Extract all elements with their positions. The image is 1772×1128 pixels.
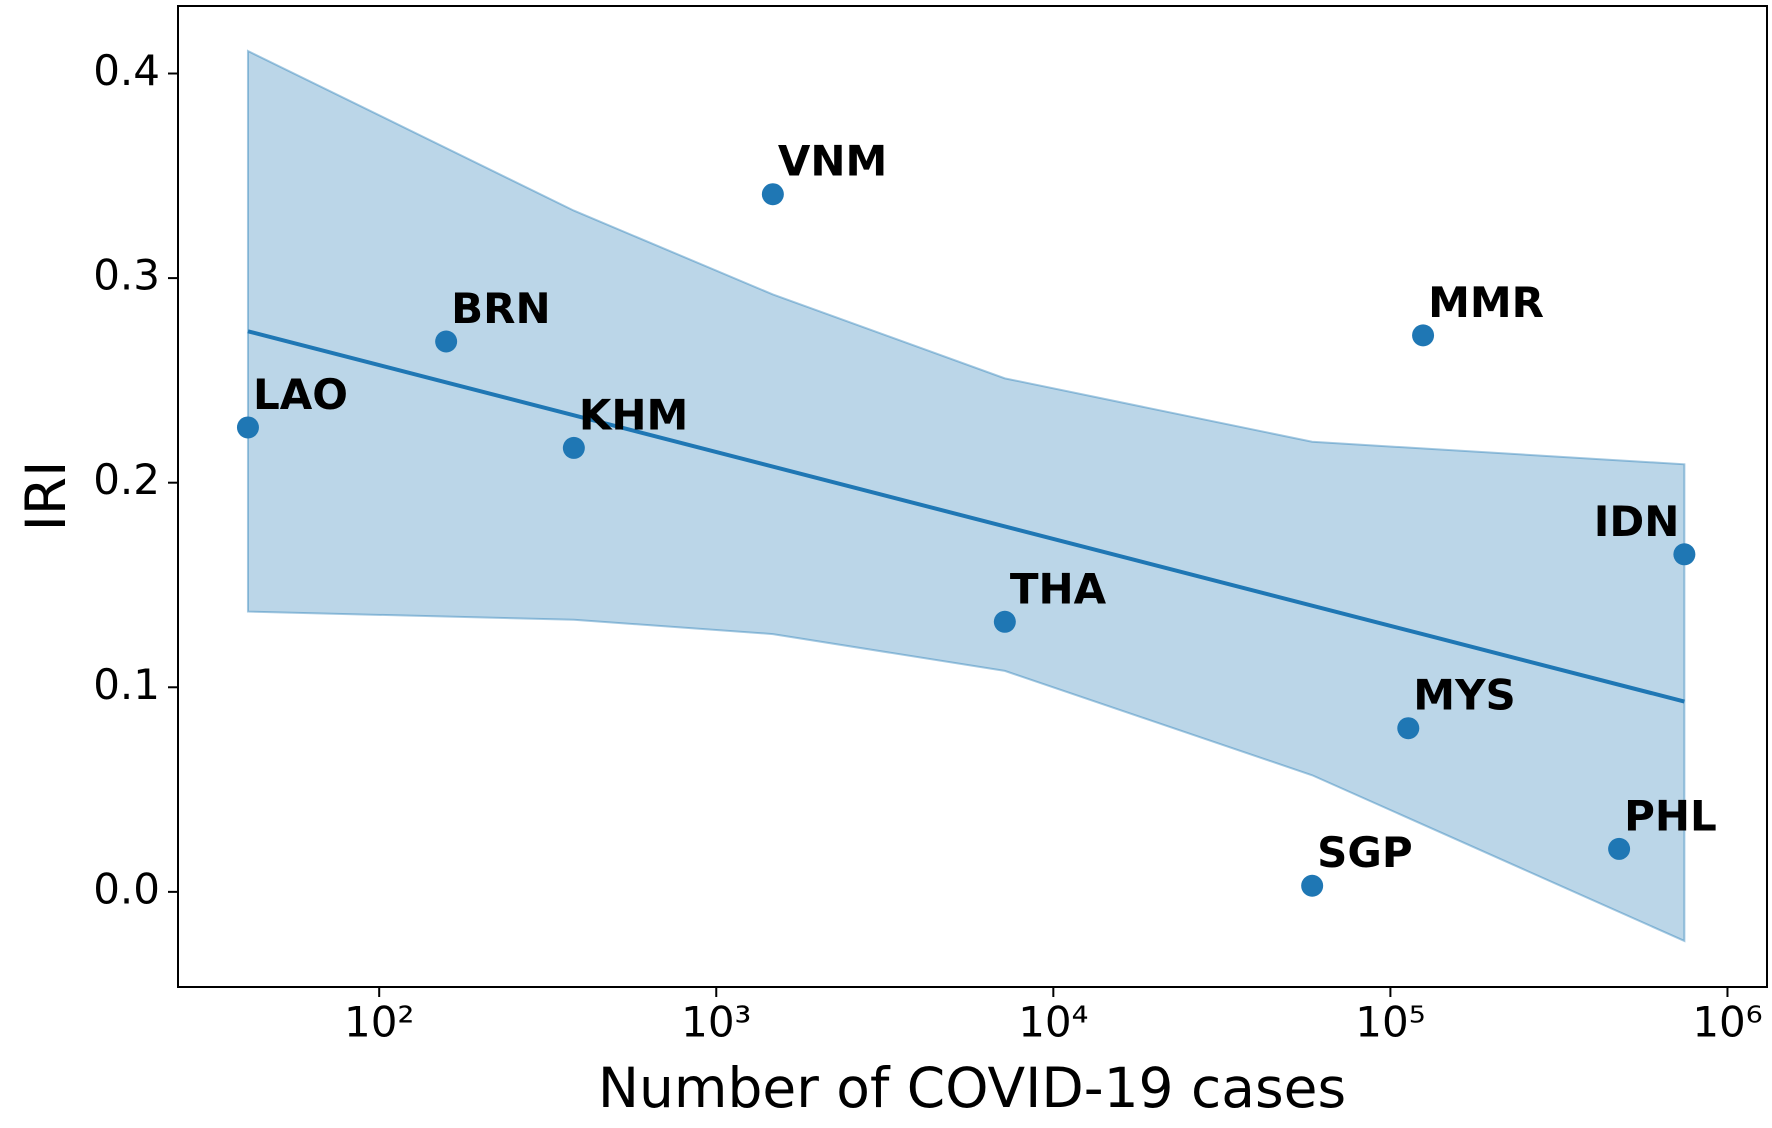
y-tick-label: 0.3: [93, 251, 160, 300]
point: [1412, 324, 1435, 347]
y-axis-label: IRI: [14, 461, 78, 532]
point-label: SGP: [1317, 828, 1413, 877]
point: [1608, 837, 1631, 860]
point: [435, 330, 458, 353]
point: [1397, 717, 1420, 740]
point: [562, 436, 585, 459]
y-tick-label: 0.4: [93, 46, 160, 95]
point-label: MMR: [1428, 278, 1544, 327]
point-label: KHM: [579, 390, 689, 439]
point: [993, 610, 1016, 633]
x-axis-label: Number of COVID-19 cases: [598, 1056, 1346, 1120]
point-label: PHL: [1624, 791, 1717, 840]
point-label: IDN: [1594, 497, 1680, 546]
x-tick-label: 10⁴: [1018, 998, 1088, 1047]
plot-frame: [177, 5, 1768, 988]
point-label: BRN: [451, 284, 551, 333]
x-tick-label: 10⁶: [1692, 998, 1762, 1047]
x-tick-label: 10⁵: [1355, 998, 1425, 1047]
confidence-band: [246, 49, 1686, 943]
point-label: VNM: [778, 137, 887, 186]
y-tick-label: 0.0: [93, 864, 160, 913]
point: [1673, 543, 1696, 566]
y-tick-label: 0.2: [93, 455, 160, 504]
x-tick-label: 10²: [344, 998, 414, 1047]
fit-line: [247, 329, 1685, 704]
point: [236, 416, 259, 439]
point-label: LAO: [253, 370, 348, 419]
point: [1301, 874, 1324, 897]
point-label: THA: [1010, 564, 1107, 613]
x-tick-label: 10³: [681, 998, 751, 1047]
y-tick-label: 0.1: [93, 660, 160, 709]
point-label: MYS: [1413, 671, 1515, 720]
point: [761, 183, 784, 206]
